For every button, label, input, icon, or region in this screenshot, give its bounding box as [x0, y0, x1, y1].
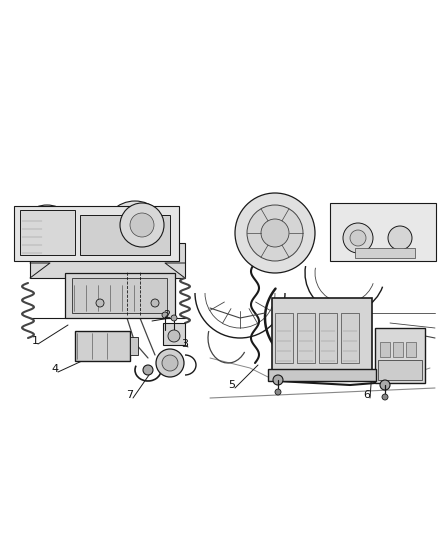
Circle shape [103, 201, 167, 265]
Bar [393, 342, 403, 357]
Circle shape [120, 203, 164, 247]
Circle shape [235, 193, 315, 273]
Bar [275, 313, 293, 363]
Circle shape [39, 225, 55, 241]
Text: 7: 7 [127, 390, 134, 400]
Bar [14, 203, 200, 405]
Bar [341, 313, 359, 363]
Bar [30, 243, 185, 278]
Circle shape [343, 223, 373, 253]
Circle shape [168, 330, 180, 342]
Circle shape [261, 219, 289, 247]
Circle shape [130, 213, 154, 237]
Bar [272, 298, 372, 378]
Text: 4: 4 [51, 364, 59, 374]
Circle shape [162, 355, 178, 371]
Text: 1: 1 [32, 336, 39, 346]
Bar [210, 203, 436, 413]
Bar [163, 323, 185, 345]
Circle shape [151, 299, 159, 307]
Bar [355, 248, 415, 258]
Bar [330, 203, 436, 261]
Text: 6: 6 [364, 390, 371, 400]
Bar [268, 369, 376, 381]
Circle shape [382, 394, 388, 400]
Bar [72, 278, 167, 313]
Circle shape [275, 389, 281, 395]
Circle shape [171, 315, 177, 321]
Circle shape [162, 312, 168, 318]
Bar [14, 206, 179, 261]
Circle shape [126, 224, 144, 242]
Circle shape [273, 375, 283, 385]
Text: 5: 5 [229, 380, 236, 390]
Bar [75, 331, 130, 361]
Circle shape [247, 205, 303, 261]
Circle shape [19, 205, 75, 261]
Text: 3: 3 [181, 339, 188, 349]
Bar [319, 313, 337, 363]
Circle shape [388, 226, 412, 250]
Bar [20, 210, 75, 255]
Bar [406, 342, 416, 357]
Circle shape [350, 230, 366, 246]
Bar [65, 273, 175, 318]
Circle shape [29, 215, 65, 251]
Bar [375, 328, 425, 383]
Bar [380, 342, 390, 357]
Bar [80, 215, 170, 255]
Bar [130, 337, 138, 355]
Circle shape [96, 299, 104, 307]
Circle shape [156, 349, 184, 377]
Bar [378, 360, 422, 380]
Circle shape [143, 365, 153, 375]
Circle shape [115, 213, 155, 253]
Bar [297, 313, 315, 363]
Circle shape [380, 380, 390, 390]
Text: 2: 2 [163, 310, 170, 320]
